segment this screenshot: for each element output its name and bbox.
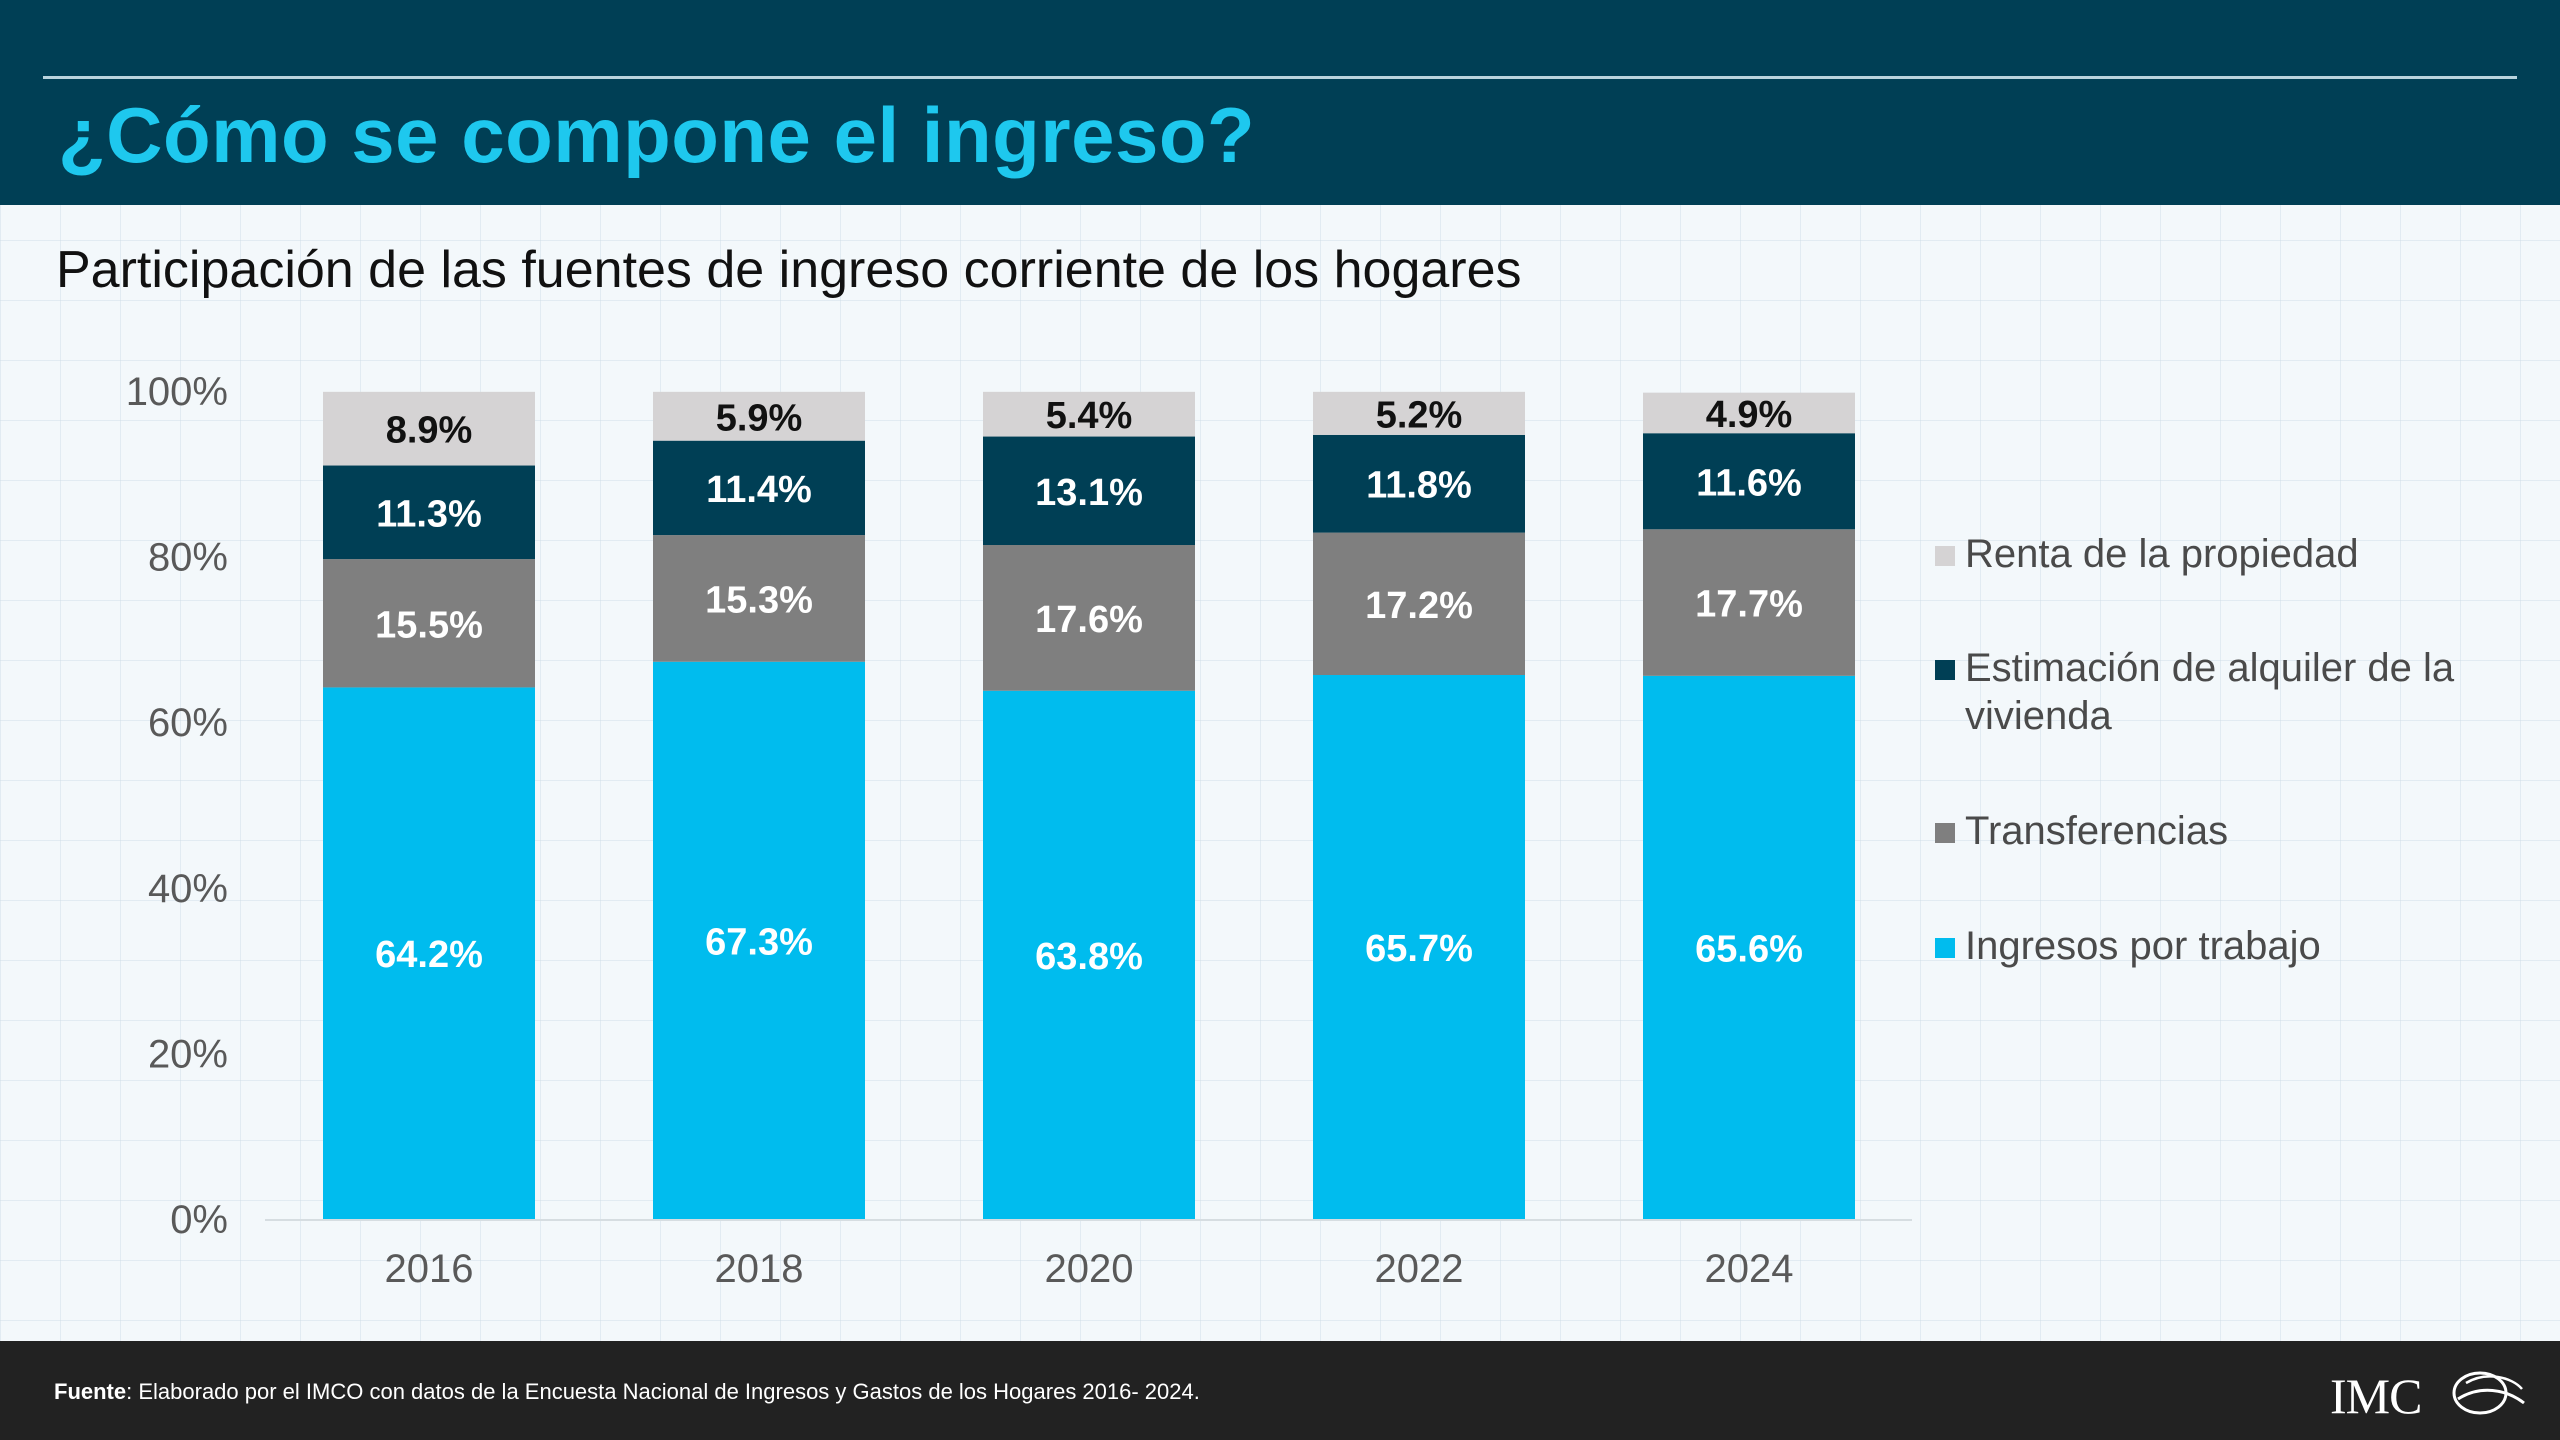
imco-logo: IMC [2330, 1368, 2525, 1423]
data-label: 5.4% [1046, 395, 1133, 437]
footer-bar: Fuente: Elaborado por el IMCO con datos … [0, 1341, 2560, 1440]
bar-segment [983, 690, 1195, 1219]
data-label: 64.2% [375, 934, 483, 976]
bar-segment [653, 535, 865, 662]
y-tick-label: 0% [170, 1198, 228, 1242]
x-tick-label: 2024 [1705, 1247, 1794, 1291]
data-label: 13.1% [1035, 472, 1143, 514]
data-label: 11.6% [1696, 462, 1802, 504]
data-label: 15.5% [375, 604, 483, 646]
bars-group [323, 391, 1855, 1219]
bar-segment [1313, 434, 1525, 533]
data-label: 8.9% [386, 410, 473, 452]
bar-segment [1313, 391, 1525, 435]
data-label: 17.7% [1695, 584, 1803, 626]
bar-labels-group: 64.2% 15.5% 11.3% 8.9% 67.3% 15.3% 11.4% 5.9% 63… [375, 394, 1803, 978]
data-label: 65.7% [1365, 928, 1473, 970]
legend-swatch [1935, 546, 1955, 566]
data-label: 17.6% [1035, 599, 1143, 641]
legend-swatch [1935, 938, 1955, 958]
bar-segment [653, 661, 865, 1219]
bar-segment [323, 391, 535, 466]
data-label: 11.3% [376, 493, 482, 535]
y-axis: 0% 20% 40% 60% 80% 100% [126, 370, 228, 1242]
y-tick-label: 60% [148, 701, 228, 745]
bar-segment [323, 687, 535, 1219]
x-tick-label: 2022 [1375, 1247, 1464, 1291]
stacked-bar-chart: 0%20%40%60%80%100% 2016 2018 2020 2022 2024 … [126, 370, 1912, 1291]
x-tick-label: 2016 [385, 1247, 474, 1291]
legend-swatch [1935, 823, 1955, 843]
legend-label: Transferencias [1965, 809, 2229, 853]
data-label: 67.3% [705, 921, 813, 963]
data-label: 5.9% [716, 397, 803, 439]
data-label: 63.8% [1035, 936, 1143, 978]
bar-segment [1643, 433, 1855, 530]
legend-item: Ingresos por trabajo [1935, 922, 2495, 970]
legend-label: Ingresos por trabajo [1965, 924, 2321, 968]
chart-subtitle: Participación de las fuentes de ingreso … [56, 241, 1522, 299]
bar-segment [1313, 532, 1525, 676]
bar-segment [983, 436, 1195, 546]
source-note: Fuente: Elaborado por el IMCO con datos … [54, 1379, 1200, 1405]
y-tick-label: 80% [148, 536, 228, 580]
data-label: 4.9% [1706, 394, 1793, 436]
data-label: 11.4% [706, 469, 812, 511]
bar-segment [1643, 529, 1855, 676]
source-label: Fuente [54, 1379, 127, 1404]
bar-segment [1643, 392, 1855, 434]
svg-text:IMC: IMC [2330, 1368, 2421, 1423]
data-label: 65.6% [1695, 928, 1803, 970]
legend-label: Estimación de alquiler de la vivienda [1965, 646, 2455, 738]
data-label: 5.2% [1376, 394, 1463, 436]
legend-item: Renta de la propiedad [1935, 530, 2495, 578]
bar-segment [323, 465, 535, 560]
bar-segment [983, 545, 1195, 691]
y-tick-label: 100% [126, 370, 228, 414]
x-tick-label: 2020 [1045, 1247, 1134, 1291]
bar-segment [653, 391, 865, 441]
data-label: 11.8% [1366, 465, 1472, 507]
y-tick-label: 40% [148, 867, 228, 911]
bar-segment [1643, 675, 1855, 1219]
x-tick-label: 2018 [715, 1247, 804, 1291]
bar-segment [983, 391, 1195, 437]
header-rule [43, 76, 2517, 79]
legend-label: Renta de la propiedad [1965, 532, 2359, 576]
data-label: 15.3% [705, 579, 813, 621]
y-tick-label: 20% [148, 1032, 228, 1076]
legend-item: Transferencias [1935, 807, 2495, 855]
bar-segment [1313, 675, 1525, 1219]
source-text: : Elaborado por el IMCO con datos de la … [126, 1379, 1200, 1404]
bar-segment [653, 440, 865, 536]
bar-segment [323, 559, 535, 688]
chart-legend: Renta de la propiedad Estimación de alqui… [1935, 530, 2495, 970]
header-banner: ¿Cómo se compone el ingreso? [0, 0, 2560, 205]
page-title: ¿Cómo se compone el ingreso? [58, 91, 1256, 179]
legend-swatch [1935, 660, 1955, 680]
data-label: 17.2% [1365, 585, 1473, 627]
x-axis: 2016 2018 2020 2022 2024 [265, 1219, 1912, 1291]
legend-item: Estimación de alquiler de la vivienda [1935, 644, 2495, 740]
